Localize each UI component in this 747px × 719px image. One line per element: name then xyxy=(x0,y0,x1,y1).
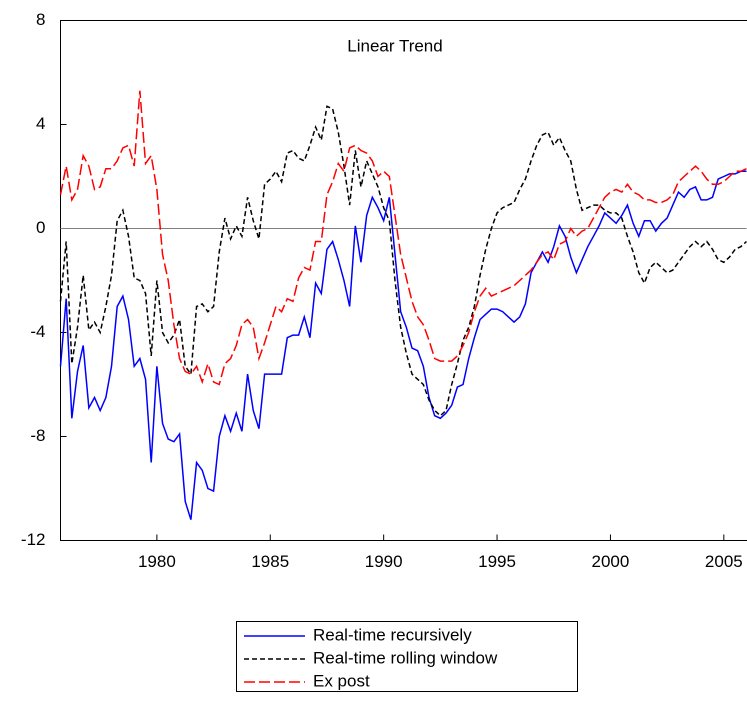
y-tick-label: 8 xyxy=(36,10,45,29)
x-tick-label: 1995 xyxy=(478,552,516,571)
series-line xyxy=(59,90,747,386)
x-tick-label: 2005 xyxy=(705,552,743,571)
legend-box xyxy=(236,621,578,692)
series-line xyxy=(59,170,747,520)
x-tick-label: 1990 xyxy=(365,552,403,571)
legend-label: Real-time rolling window xyxy=(313,648,498,667)
x-tick-label: 1980 xyxy=(138,552,176,571)
x-tick-label: 2000 xyxy=(592,552,630,571)
legend-label: Real-time recursively xyxy=(313,625,472,644)
y-tick-label: -12 xyxy=(21,530,46,549)
legend-label: Ex post xyxy=(313,671,370,690)
y-tick-label: -4 xyxy=(30,322,45,341)
y-tick-label: 0 xyxy=(36,218,45,237)
y-tick-label: -8 xyxy=(30,426,45,445)
series-line xyxy=(59,105,747,417)
plot-frame xyxy=(60,20,747,541)
chart-title: Linear Trend xyxy=(347,36,442,55)
x-tick-label: 1985 xyxy=(251,552,289,571)
y-tick-label: 4 xyxy=(36,114,45,133)
